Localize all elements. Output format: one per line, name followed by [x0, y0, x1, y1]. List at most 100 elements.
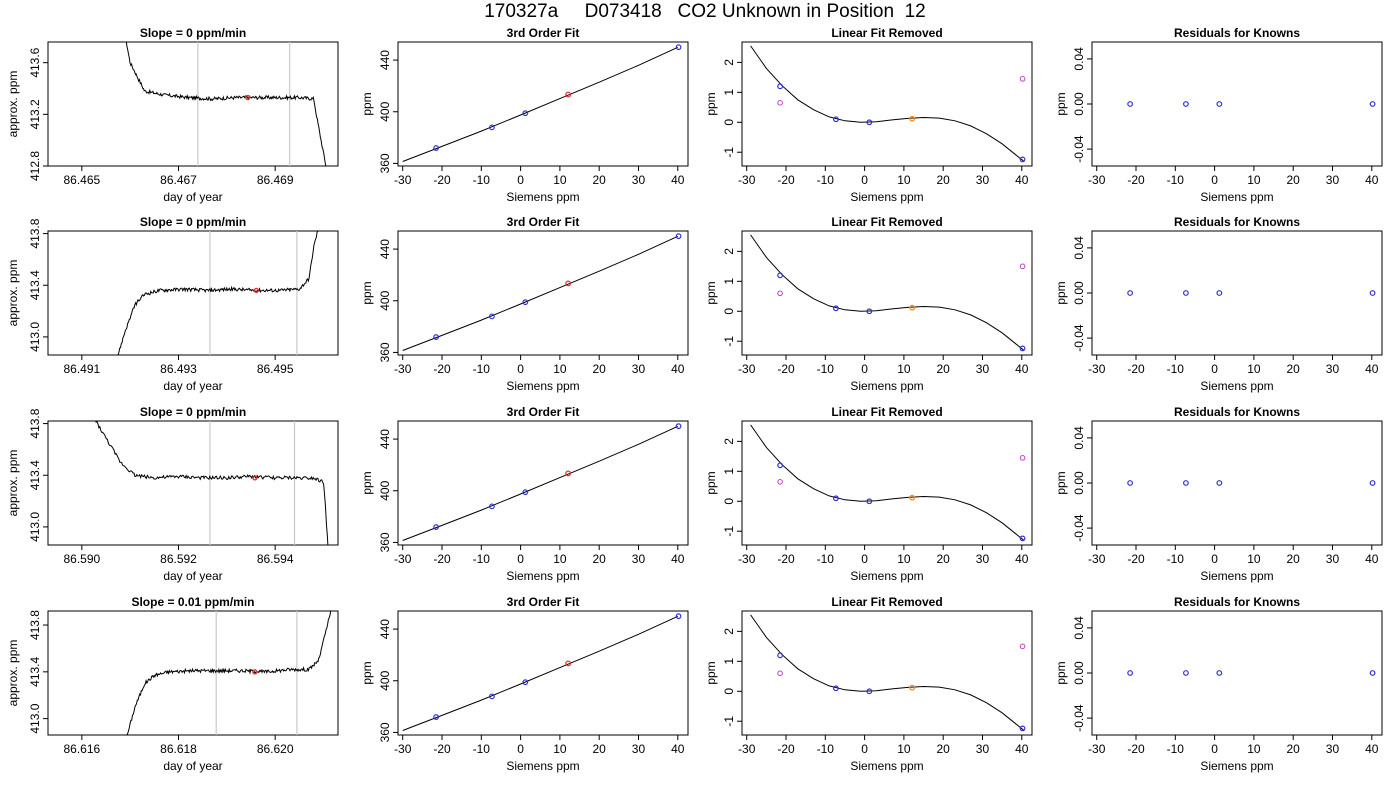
chart-12-xtick-label-7: 40: [1365, 552, 1379, 566]
chart-15-xtick-label-1: -20: [777, 742, 795, 756]
chart-2-title: 3rd Order Fit: [507, 26, 580, 40]
chart-3-ytick-label-0: -1: [722, 147, 736, 158]
chart-10-xtick-label-3: 0: [517, 552, 524, 566]
chart-2-xtick-label-5: 20: [593, 173, 607, 187]
chart-5-frame: [47, 230, 339, 356]
chart-3-ytick-label-3: 2: [722, 59, 736, 66]
chart-9-series-line: [95, 421, 329, 545]
chart-8-ytick-label-0: -0.04: [1072, 324, 1086, 352]
chart-16-ytick-label-2: 0.04: [1072, 616, 1086, 640]
chart-16-xtick-label-7: 40: [1365, 742, 1379, 756]
chart-12-ytick-label-1: 0.00: [1072, 471, 1086, 495]
chart-15-known-point-3: [1019, 725, 1026, 732]
chart-11-known-point-1: [833, 495, 839, 502]
chart-10-xtick-label-0: -30: [394, 552, 412, 566]
chart-16-plot-area: [1127, 670, 1376, 676]
chart-11-known-point-3: [1019, 535, 1026, 542]
chart-6-frame: [397, 230, 689, 356]
chart-10-unknown-point: [565, 470, 572, 477]
chart-15-known-point-0: [777, 652, 784, 659]
chart-15-xtick-label-7: 40: [1015, 742, 1029, 756]
chart-11-ytick-label-0: -1: [722, 526, 736, 537]
chart-10-known-point-2: [522, 489, 529, 496]
chart-16-frame: [1091, 610, 1383, 736]
chart-12-known-point-3: [1369, 480, 1376, 486]
chart-15-plot-area: [750, 614, 1026, 732]
chart-8-xtick-label-4: 10: [1247, 362, 1261, 376]
chart-2-xtick-label-7: 40: [671, 173, 685, 187]
chart-3-xtick-label-1: -20: [777, 173, 795, 187]
chart-5-xtick-label-1: 86.493: [160, 362, 197, 376]
chart-10-frame: [397, 420, 689, 546]
chart-5-series-line: [117, 231, 319, 355]
chart-4-ylabel: ppm: [1054, 92, 1068, 115]
chart-15-linear-fit-removed: Linear Fit Removed-30 -20 -10 0 10 20 30 40-101…: [704, 595, 1033, 773]
chart-9-xtick-label-1: 86.592: [160, 552, 197, 566]
chart-9-ytick-label-0: 413.0: [28, 512, 42, 542]
chart-7-unknown-point: [909, 304, 916, 311]
chart-3-linear-residual-point-0: [777, 100, 783, 106]
chart-11-fit-curve: [750, 424, 1025, 541]
chart-4-known-point-1: [1183, 101, 1189, 107]
chart-5-xlabel: day of year: [163, 379, 222, 393]
chart-6-fit: 3rd Order Fit -30 -20 -10 0 10 20 30 40 360 400 440…: [360, 215, 689, 393]
chart-5-ytick-label-0: 413.0: [28, 322, 42, 352]
chart-6-title: 3rd Order Fit: [507, 215, 580, 229]
chart-6-fit-curve: [402, 235, 679, 351]
chart-10-title: 3rd Order Fit: [507, 405, 580, 419]
chart-4-xtick-label-1: -20: [1127, 173, 1145, 187]
chart-12-known-point-2: [1216, 480, 1223, 486]
chart-6-xtick-label-1: -20: [433, 362, 451, 376]
chart-4-xtick-label-3: 0: [1211, 173, 1218, 187]
chart-7-ytick-label-1: 0: [722, 308, 736, 315]
chart-15-xtick-label-3: 0: [861, 742, 868, 756]
chart-2-xtick-label-6: 30: [632, 173, 646, 187]
chart-16-xtick-label-6: 30: [1326, 742, 1340, 756]
chart-4-xtick-label-2: -10: [1167, 173, 1185, 187]
chart-10-fit: 3rd Order Fit -30 -20 -10 0 10 20 30 40 360 400 440…: [360, 405, 689, 583]
chart-10-fit-curve: [402, 425, 679, 541]
chart-6-known-point-2: [522, 299, 529, 306]
chart-8-ylabel: ppm: [1054, 281, 1068, 304]
chart-4-xtick-label-5: 20: [1287, 173, 1301, 187]
chart-7-xtick-label-0: -30: [738, 362, 756, 376]
chart-1-ylabel: approx. ppm: [6, 71, 20, 138]
chart-12-frame: [1091, 420, 1383, 546]
chart-1-frame: [47, 41, 339, 167]
chart-6-ylabel: ppm: [360, 281, 374, 304]
chart-10-xtick-label-7: 40: [671, 552, 685, 566]
chart-1-ytick-label-1: 413.2: [28, 99, 42, 129]
chart-13-xtick-label-1: 86.618: [160, 742, 197, 756]
chart-6-known-point-1: [489, 313, 495, 320]
chart-4-xtick-label-6: 30: [1326, 173, 1340, 187]
chart-7-plot-area: [750, 234, 1026, 352]
chart-14-frame: [397, 610, 689, 736]
chart-9-xlabel: day of year: [163, 569, 222, 583]
chart-3-linear-residual-point-1: [1019, 76, 1026, 82]
chart-1-xtick-label-2: 86.469: [257, 173, 294, 187]
chart-2-known-point-0: [433, 145, 440, 151]
chart-11-known-point-0: [777, 462, 784, 469]
chart-11-linear-residual-point-1: [1019, 455, 1026, 461]
chart-16-known-point-1: [1183, 670, 1189, 676]
chart-12-xtick-label-0: -30: [1088, 552, 1106, 566]
chart-3-known-point-1: [833, 116, 839, 123]
chart-12-xlabel: Siemens ppm: [1200, 569, 1273, 583]
chart-14-plot-area: [402, 613, 682, 731]
chart-6-xtick-label-6: 30: [632, 362, 646, 376]
chart-16-xtick-label-5: 20: [1287, 742, 1301, 756]
chart-13-ytick-label-2: 413.8: [28, 610, 42, 640]
chart-10-xtick-label-1: -20: [433, 552, 451, 566]
chart-16-ylabel: ppm: [1054, 661, 1068, 684]
chart-3-xtick-label-2: -10: [817, 173, 835, 187]
chart-11-ylabel: ppm: [704, 471, 718, 494]
chart-4-xtick-label-0: -30: [1088, 173, 1106, 187]
chart-11-ytick-label-3: 2: [722, 438, 736, 445]
chart-8-ytick-label-2: 0.04: [1072, 236, 1086, 260]
chart-4-known-point-0: [1127, 101, 1134, 107]
chart-15-xtick-label-4: 10: [897, 742, 911, 756]
chart-1-series-line: [125, 42, 327, 166]
chart-11-ytick-label-1: 0: [722, 498, 736, 505]
chart-10-xlabel: Siemens ppm: [506, 569, 579, 583]
